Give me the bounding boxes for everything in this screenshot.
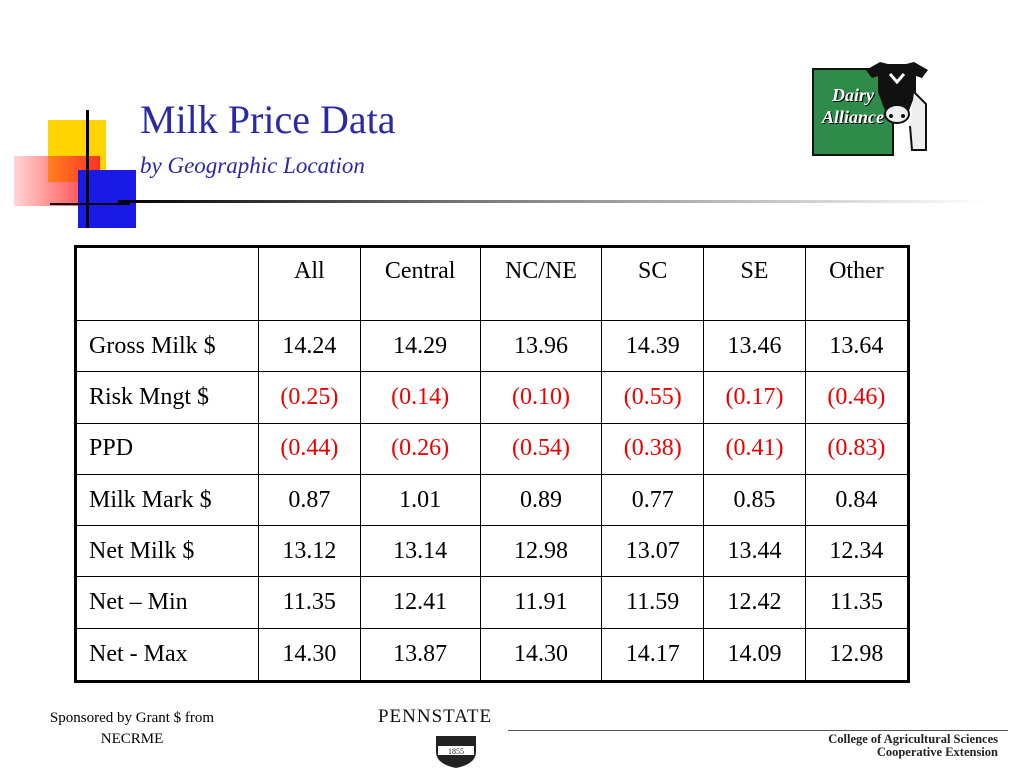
table-header-cell: NC/NE <box>479 246 603 321</box>
sponsor-note: Sponsored by Grant $ from NECRME <box>26 708 238 750</box>
table-cell: 14.24 <box>258 319 361 373</box>
table-cell: 12.41 <box>359 576 481 629</box>
table-cell: 14.29 <box>359 319 481 373</box>
table-cell-negative: (0.38) <box>601 422 705 475</box>
table-cell: 1.01 <box>359 473 481 527</box>
table-cell: 12.42 <box>703 576 806 629</box>
table-row: Gross Milk $ 14.24 14.29 13.96 14.39 13.… <box>75 319 910 373</box>
table-cell-negative: (0.14) <box>359 371 481 424</box>
pennstate-logo: PENNSTATE 1855 <box>362 706 508 768</box>
table-header-cell: Other <box>804 246 910 321</box>
decorative-squares <box>0 0 140 240</box>
row-label: PPD <box>75 422 259 475</box>
college-credit: College of Agricultural Sciences Coopera… <box>828 733 998 759</box>
title-divider <box>118 200 988 203</box>
table-cell: 13.96 <box>479 319 603 373</box>
cow-icon <box>866 62 928 151</box>
slide-title: Milk Price Data <box>140 97 396 142</box>
table-cell: 13.87 <box>359 627 481 683</box>
table-cell: 13.07 <box>601 525 705 578</box>
table-cell-negative: (0.26) <box>359 422 481 475</box>
table-cell: 14.30 <box>479 627 603 683</box>
row-label: Net Milk $ <box>75 525 259 578</box>
table-cell: 14.39 <box>601 319 705 373</box>
table-cell-negative: (0.55) <box>601 371 705 424</box>
table-cell-negative: (0.10) <box>479 371 603 424</box>
table-cell: 12.98 <box>479 525 603 578</box>
table-cell: 0.85 <box>703 473 806 527</box>
table-cell: 13.44 <box>703 525 806 578</box>
table-cell: 14.09 <box>703 627 806 683</box>
table-header-cell <box>75 246 259 321</box>
dairy-alliance-logo: Dairy Alliance <box>808 52 934 156</box>
table-cell: 13.14 <box>359 525 481 578</box>
footer-divider <box>508 730 1008 731</box>
table-cell-negative: (0.25) <box>258 371 361 424</box>
table-cell: 14.30 <box>258 627 361 683</box>
sponsor-line1: Sponsored by Grant $ from <box>49 710 215 726</box>
table-cell: 11.91 <box>479 576 603 629</box>
table-header-cell: SC <box>601 246 705 321</box>
logo-line2: Alliance <box>822 107 884 127</box>
table-cell: 12.98 <box>804 627 910 683</box>
table-cell: 12.34 <box>804 525 910 578</box>
shield-icon: 1855 <box>436 736 476 768</box>
table-cell: 13.64 <box>804 319 910 373</box>
row-label: Net - Max <box>75 627 259 683</box>
row-label: Risk Mngt $ <box>75 371 259 424</box>
table-cell-negative: (0.54) <box>479 422 603 475</box>
vertical-line <box>86 110 89 228</box>
table-cell-negative: (0.41) <box>703 422 806 475</box>
table-cell: 0.77 <box>601 473 705 527</box>
table-header-cell: SE <box>703 246 806 321</box>
horizontal-line <box>50 203 130 205</box>
table-cell: 11.35 <box>804 576 910 629</box>
table-row: Risk Mngt $ (0.25) (0.14) (0.10) (0.55) … <box>75 371 910 424</box>
table-cell: 0.87 <box>258 473 361 527</box>
milk-price-table: All Central NC/NE SC SE Other Gross Milk… <box>74 245 910 683</box>
table-row: Net Milk $ 13.12 13.14 12.98 13.07 13.44… <box>75 525 910 578</box>
table-row: Net - Max 14.30 13.87 14.30 14.17 14.09 … <box>75 627 910 683</box>
pennstate-wordmark: PENNSTATE <box>377 706 493 727</box>
table-cell-negative: (0.46) <box>804 371 910 424</box>
college-line2: Cooperative Extension <box>876 745 998 759</box>
row-label: Milk Mark $ <box>75 473 259 527</box>
table-row: Net – Min 11.35 12.41 11.91 11.59 12.42 … <box>75 576 910 629</box>
table-cell: 11.59 <box>601 576 705 629</box>
table-cell-negative: (0.17) <box>703 371 806 424</box>
table-cell-negative: (0.44) <box>258 422 361 475</box>
row-label: Gross Milk $ <box>75 319 259 373</box>
table-header-row: All Central NC/NE SC SE Other <box>75 246 910 321</box>
table-cell: 0.84 <box>804 473 910 527</box>
table-cell: 0.89 <box>479 473 603 527</box>
table-cell: 13.46 <box>703 319 806 373</box>
table-cell: 14.17 <box>601 627 705 683</box>
logo-line1: Dairy <box>832 85 874 105</box>
pennstate-year: 1855 <box>448 747 464 756</box>
table-row: PPD (0.44) (0.26) (0.54) (0.38) (0.41) (… <box>75 422 910 475</box>
college-line1: College of Agricultural Sciences <box>828 732 998 746</box>
table-cell: 11.35 <box>258 576 361 629</box>
table-row: Milk Mark $ 0.87 1.01 0.89 0.77 0.85 0.8… <box>75 473 910 527</box>
table-cell-negative: (0.83) <box>804 422 910 475</box>
row-label: Net – Min <box>75 576 259 629</box>
table-header-cell: Central <box>359 246 481 321</box>
slide-subtitle: by Geographic Location <box>140 153 365 178</box>
table-header-cell: All <box>258 246 361 321</box>
table-cell: 13.12 <box>258 525 361 578</box>
sponsor-line2: NECRME <box>100 731 164 747</box>
